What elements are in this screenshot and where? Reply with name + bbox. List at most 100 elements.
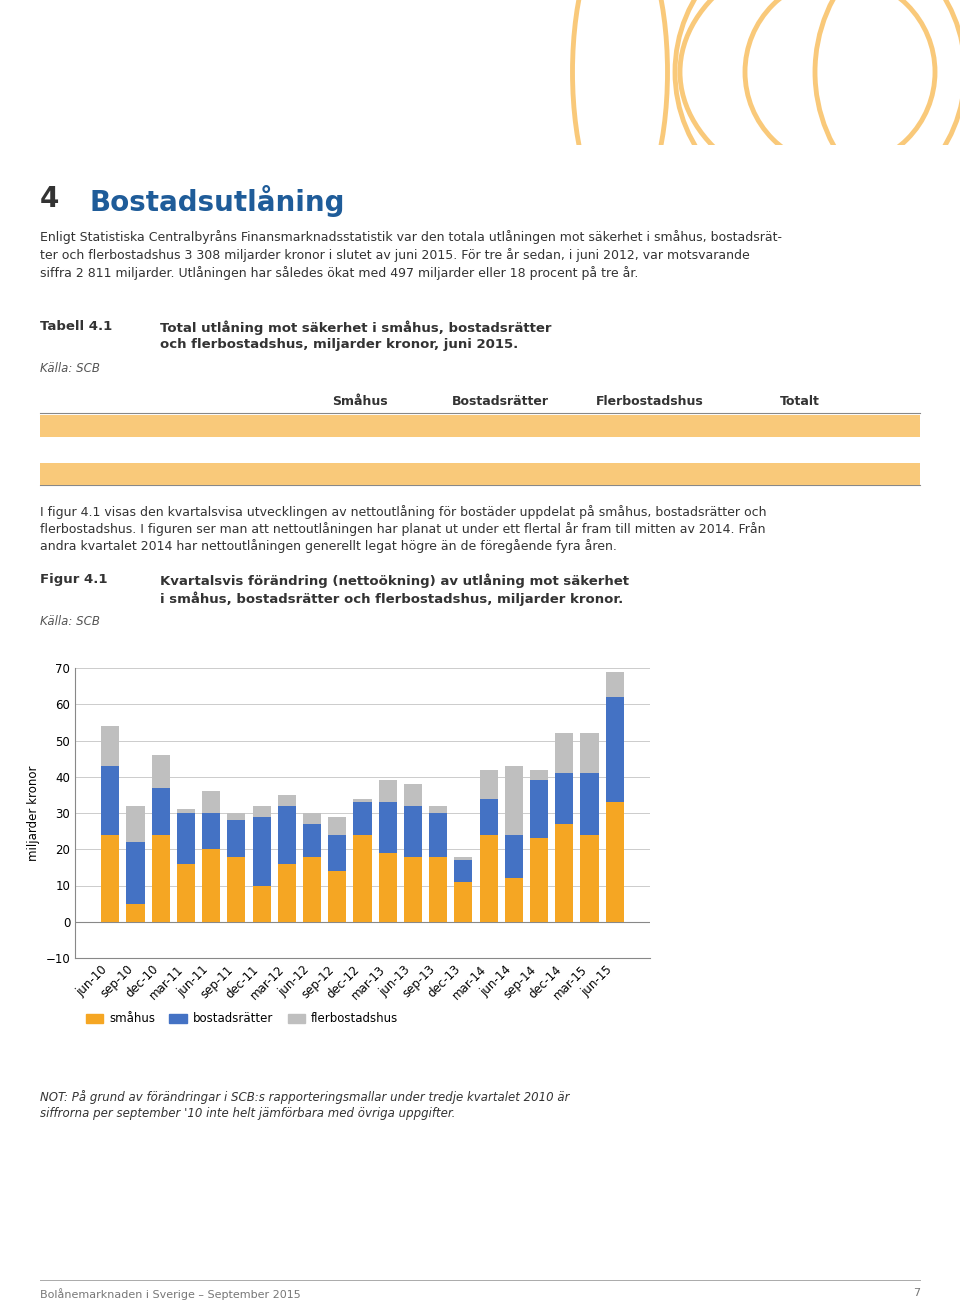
Bar xyxy=(404,784,422,805)
Text: 1 829: 1 829 xyxy=(342,418,378,431)
Bar xyxy=(505,835,523,878)
Bar xyxy=(228,813,246,821)
Bar xyxy=(202,791,220,813)
Text: Tabell 4.1: Tabell 4.1 xyxy=(40,320,112,333)
Bar xyxy=(202,850,220,921)
Text: ter och flerbostadshus 3 308 miljarder kronor i slutet av juni 2015. För tre år : ter och flerbostadshus 3 308 miljarder k… xyxy=(40,248,750,261)
Bar xyxy=(252,886,271,921)
Text: Källa: SCB: Källa: SCB xyxy=(40,362,100,375)
Bar xyxy=(606,672,624,697)
Text: 3 308: 3 308 xyxy=(782,467,818,478)
Bar xyxy=(555,774,573,823)
Bar xyxy=(581,835,599,921)
Bar xyxy=(127,842,145,903)
Text: NOT: På grund av förändringar i SCB:s rapporteringsmallar under tredje kvartalet: NOT: På grund av förändringar i SCB:s ra… xyxy=(40,1090,569,1104)
Bar xyxy=(480,770,497,835)
Bar xyxy=(152,788,170,835)
Text: Figur 4.1: Figur 4.1 xyxy=(40,572,108,586)
Bar xyxy=(252,817,271,886)
Bar xyxy=(328,817,347,835)
Text: 4: 4 xyxy=(40,186,60,213)
Bar xyxy=(152,835,170,921)
Bar xyxy=(127,903,145,921)
Text: Enligt Statistiska Centralbyråns Finansmarknadsstatistik var den totala utlåning: Enligt Statistiska Centralbyråns Finansm… xyxy=(40,230,782,244)
Bar xyxy=(101,725,119,766)
Bar xyxy=(404,856,422,921)
Bar xyxy=(429,856,447,921)
Bar xyxy=(328,835,347,870)
Bar xyxy=(454,882,472,921)
Bar xyxy=(581,774,599,835)
Bar xyxy=(480,770,497,799)
Bar xyxy=(404,805,422,856)
Bar xyxy=(353,802,372,835)
Bar xyxy=(480,835,497,921)
Text: 759: 759 xyxy=(488,467,512,478)
Bar xyxy=(252,805,271,817)
Bar xyxy=(429,813,447,856)
Bar xyxy=(378,853,396,921)
Bar xyxy=(101,835,119,921)
Text: flerbostadshus. I figuren ser man att nettoutlåningen har planat ut under ett fl: flerbostadshus. I figuren ser man att ne… xyxy=(40,521,765,536)
Text: 56: 56 xyxy=(352,442,368,455)
Bar xyxy=(606,802,624,921)
Text: Kvartalsvis förändring (nettoökning) av utlåning mot säkerhet: Kvartalsvis förändring (nettoökning) av … xyxy=(160,572,629,588)
Bar xyxy=(530,770,548,780)
Bar xyxy=(177,864,195,921)
Text: Småhus: Småhus xyxy=(332,395,388,408)
Text: Bostadsrätter: Bostadsrätter xyxy=(451,395,548,408)
Legend: småhus, bostadsrätter, flerbostadshus: småhus, bostadsrätter, flerbostadshus xyxy=(81,1008,403,1030)
Text: siffrorna per september '10 inte helt jämförbara med övriga uppgifter.: siffrorna per september '10 inte helt jä… xyxy=(40,1107,455,1120)
Bar xyxy=(454,856,472,860)
Bar xyxy=(277,864,296,921)
Bar xyxy=(228,856,246,921)
Bar xyxy=(202,813,220,850)
Bar xyxy=(429,805,447,813)
Bar xyxy=(177,809,195,813)
Text: Företag: Företag xyxy=(40,442,87,455)
Text: 1 885: 1 885 xyxy=(342,467,378,478)
Y-axis label: miljarder kronor: miljarder kronor xyxy=(27,766,39,861)
Bar xyxy=(555,823,573,921)
Bar xyxy=(277,795,296,805)
Bar xyxy=(152,755,170,788)
Text: 671: 671 xyxy=(788,442,812,455)
Bar xyxy=(303,813,322,823)
Bar xyxy=(353,799,372,802)
Text: 610: 610 xyxy=(638,442,661,455)
Bar xyxy=(530,780,548,838)
Bar xyxy=(127,805,145,842)
Text: 7: 7 xyxy=(913,1287,920,1298)
Bar xyxy=(228,821,246,856)
Text: Bolånemarknaden i Sverige – September 2015: Bolånemarknaden i Sverige – September 20… xyxy=(40,1287,300,1300)
Bar xyxy=(454,856,472,882)
Text: 754: 754 xyxy=(488,418,512,431)
Bar xyxy=(505,878,523,921)
Bar xyxy=(378,780,396,802)
Text: 664: 664 xyxy=(638,467,661,478)
Bar xyxy=(303,856,322,921)
Text: och flerbostadshus, miljarder kronor, juni 2015.: och flerbostadshus, miljarder kronor, ju… xyxy=(160,339,518,352)
Bar xyxy=(378,802,396,853)
Text: andra kvartalet 2014 har nettoutlåningen generellt legat högre än de föregående : andra kvartalet 2014 har nettoutlåningen… xyxy=(40,538,617,553)
Bar xyxy=(303,823,322,856)
Text: I figur 4.1 visas den kvartalsvisa utvecklingen av nettoutlåning för bostäder up: I figur 4.1 visas den kvartalsvisa utvec… xyxy=(40,505,766,519)
Text: 2 637: 2 637 xyxy=(782,418,818,431)
Text: 5: 5 xyxy=(496,442,504,455)
Text: Totalt: Totalt xyxy=(40,467,74,478)
Text: Total utlåning mot säkerhet i småhus, bostadsrätter: Total utlåning mot säkerhet i småhus, bo… xyxy=(160,320,551,335)
Bar xyxy=(505,766,523,835)
Text: Källa: SCB: Källa: SCB xyxy=(40,616,100,627)
Bar xyxy=(177,813,195,864)
Text: Bostadsutlåning: Bostadsutlåning xyxy=(90,186,346,217)
Bar xyxy=(581,733,599,774)
Text: Hushåll: Hushåll xyxy=(40,418,86,431)
Bar xyxy=(277,805,296,864)
Bar xyxy=(555,733,573,774)
Text: siffra 2 811 miljarder. Utlåningen har således ökat med 497 miljarder eller 18 p: siffra 2 811 miljarder. Utlåningen har s… xyxy=(40,267,638,280)
Bar xyxy=(101,766,119,835)
Text: Totalt: Totalt xyxy=(780,395,820,408)
Text: Flerbostadshus: Flerbostadshus xyxy=(596,395,704,408)
Bar xyxy=(328,870,347,921)
Text: i småhus, bostadsrätter och flerbostadshus, miljarder kronor.: i småhus, bostadsrätter och flerbostadsh… xyxy=(160,591,623,605)
